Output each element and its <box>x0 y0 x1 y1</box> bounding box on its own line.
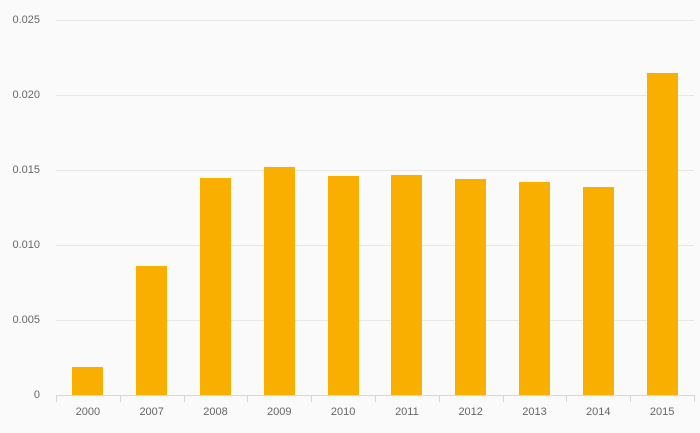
bar-2013[interactable] <box>519 182 550 395</box>
x-axis-tick <box>375 396 376 402</box>
x-axis-tick <box>56 396 57 402</box>
x-axis-category-label: 2014 <box>586 406 611 418</box>
bar-2012[interactable] <box>455 179 487 395</box>
x-axis-category-label: 2010 <box>330 406 356 418</box>
y-axis-tick-label: 0.015 <box>12 164 40 176</box>
y-axis-tick-label: 0.025 <box>12 14 40 26</box>
x-axis-tick <box>311 396 313 402</box>
x-axis-tick <box>694 396 695 402</box>
y-gridline <box>56 95 694 96</box>
bar-2015[interactable] <box>646 72 678 395</box>
x-axis-tick <box>247 396 249 402</box>
x-axis-category-label: 2008 <box>203 406 228 418</box>
x-axis-category-label: 2000 <box>75 406 101 418</box>
bar-2007[interactable] <box>136 266 168 395</box>
bar-2014[interactable] <box>582 186 614 395</box>
x-axis-tick <box>119 396 121 402</box>
y-axis-tick-label: 0.020 <box>12 89 40 101</box>
bar-2010[interactable] <box>327 176 359 395</box>
x-axis-tick <box>502 396 504 402</box>
x-axis-category-label: 2009 <box>267 406 292 418</box>
x-axis-tick <box>183 396 185 402</box>
x-axis-category-label: 2007 <box>139 406 164 418</box>
x-axis-tick <box>630 396 632 402</box>
x-axis-category-label: 2015 <box>649 406 675 418</box>
x-axis-category-label: 2012 <box>458 406 483 418</box>
bar-2000[interactable] <box>72 366 104 395</box>
y-axis-tick-label: 0 <box>33 389 40 401</box>
x-axis-tick <box>438 396 440 402</box>
bar-2011[interactable] <box>391 174 423 395</box>
y-axis-tick-label: 0.010 <box>12 239 40 251</box>
y-gridline <box>56 245 694 246</box>
y-gridline <box>56 320 694 321</box>
bar-2008[interactable] <box>200 177 231 395</box>
x-axis-category-label: 2013 <box>522 406 547 418</box>
bar-2009[interactable] <box>263 167 295 395</box>
x-axis-line <box>56 395 695 396</box>
x-axis-category-label: 2011 <box>395 406 419 418</box>
y-gridline <box>56 20 694 21</box>
y-gridline <box>56 170 694 171</box>
y-axis-tick-label: 0.005 <box>12 314 40 326</box>
x-axis-tick <box>566 396 568 402</box>
